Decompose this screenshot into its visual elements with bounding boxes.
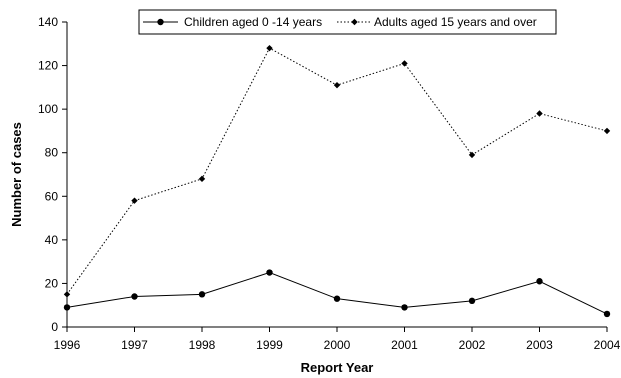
data-point xyxy=(536,278,543,285)
x-tick-label: 2004 xyxy=(594,338,621,352)
legend-label: Children aged 0 -14 years xyxy=(184,15,322,29)
data-point xyxy=(468,151,476,159)
data-point xyxy=(603,127,611,135)
y-tick-label: 100 xyxy=(38,102,58,116)
x-axis-title: Report Year xyxy=(301,360,374,375)
series-2 xyxy=(63,44,611,298)
y-tick-label: 60 xyxy=(45,189,59,203)
y-tick-label: 40 xyxy=(45,233,59,247)
legend-item: Adults aged 15 years and over xyxy=(337,15,537,29)
series-line xyxy=(66,272,608,315)
x-tick-label: 1999 xyxy=(256,338,283,352)
data-point xyxy=(266,44,273,52)
data-point xyxy=(603,310,611,318)
data-point xyxy=(401,304,408,311)
legend-marker xyxy=(157,18,164,26)
y-axis-title: Number of cases xyxy=(9,122,24,227)
y-tick-label: 140 xyxy=(38,15,58,29)
series-1 xyxy=(63,269,611,318)
x-tick-label: 1997 xyxy=(121,338,148,352)
data-point xyxy=(333,81,341,89)
data-point xyxy=(198,175,206,183)
x-axis: 1996 1997 1998 1999 2000 2001 2002 2003 2004 xyxy=(54,326,621,352)
data-point xyxy=(198,291,206,298)
plot-area xyxy=(63,44,611,318)
data-point xyxy=(333,295,341,302)
data-point xyxy=(63,304,71,311)
data-point xyxy=(536,110,543,117)
y-axis: 0 20 40 60 80 100 120 140 xyxy=(38,15,68,334)
data-point xyxy=(401,60,408,67)
data-point xyxy=(63,291,71,298)
y-tick-label: 80 xyxy=(45,146,59,160)
x-tick-label: 1996 xyxy=(54,338,81,352)
legend-label: Adults aged 15 years and over xyxy=(374,15,537,29)
x-tick-label: 1998 xyxy=(189,338,216,352)
data-point xyxy=(131,197,138,204)
legend: Children aged 0 -14 years Adults aged 15 … xyxy=(138,9,557,35)
y-tick-label: 20 xyxy=(45,276,59,290)
data-point xyxy=(131,293,138,300)
x-tick-label: 2003 xyxy=(526,338,553,352)
y-tick-label: 120 xyxy=(38,59,58,73)
data-point xyxy=(468,297,476,305)
legend-item: Children aged 0 -14 years xyxy=(143,15,322,29)
x-tick-label: 2002 xyxy=(459,338,486,352)
y-tick-label: 0 xyxy=(51,320,58,334)
data-point xyxy=(266,269,273,276)
x-tick-label: 2001 xyxy=(391,338,418,352)
x-tick-label: 2000 xyxy=(324,338,351,352)
legend-marker xyxy=(351,18,358,26)
